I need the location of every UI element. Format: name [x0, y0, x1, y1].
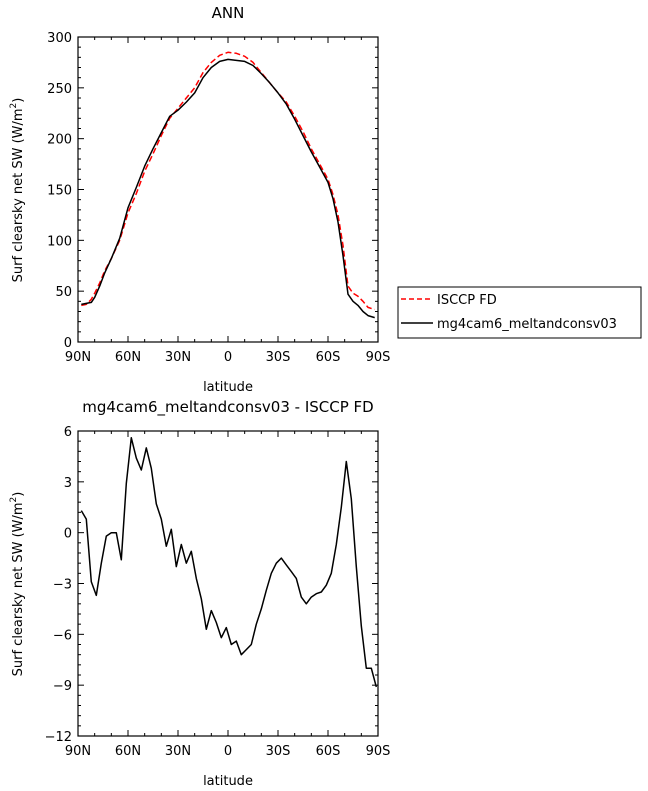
p1-xtick-label-3: 0	[224, 744, 232, 759]
p0-xtick-label-6: 90S	[366, 350, 391, 365]
panel-bottom-series-group	[80, 437, 378, 688]
panel-bottom-title: mg4cam6_meltandconsv03 - ISCCP FD	[82, 398, 373, 417]
panel-bottom-xlabel: latitude	[203, 774, 253, 789]
p0-ytick-label-0: 0	[64, 336, 72, 351]
p1-xtick-label-0: 90N	[65, 744, 91, 759]
panel-top-ticks: 90N 60N 30N 0 30S 60S 90S 0 50 100 150 200 250 300	[47, 31, 390, 365]
p1-ytick-label-0: −12	[45, 730, 72, 745]
p0-xtick-label-5: 60S	[316, 350, 341, 365]
p0-ytick-label-3: 150	[47, 184, 72, 199]
p1-ytick-label-4: 0	[64, 527, 72, 542]
p0-xtick-label-0: 90N	[65, 350, 91, 365]
panel-top-xlabel: latitude	[203, 380, 253, 395]
p1-ytick-label-5: 3	[64, 476, 72, 491]
panel-top-series-group	[81, 51, 375, 319]
legend-label-isccp: ISCCP FD	[437, 293, 497, 308]
panel-top-ylabel-close: )	[11, 98, 26, 103]
p1-xtick-label-2: 30N	[165, 744, 191, 759]
panel-bottom-frame	[77, 430, 379, 737]
panel-bottom-ylabel-main: Surf clearsky net SW (W/m	[11, 502, 26, 676]
p0-xtick-label-1: 60N	[115, 350, 141, 365]
p0-ytick-label-4: 200	[47, 133, 72, 148]
p1-ytick-label-1: −9	[53, 679, 72, 694]
p1-ytick-label-6: 6	[64, 425, 72, 440]
panel-top-ylabel: Surf clearsky net SW (W/m2)	[9, 98, 26, 283]
p0-ytick-label-2: 100	[47, 234, 72, 249]
p0-series-line-0	[81, 51, 375, 311]
p0-xtick-label-2: 30N	[165, 350, 191, 365]
panel-bottom-ylabel-sup: 2	[9, 497, 19, 503]
panel-top-frame	[77, 36, 379, 343]
p1-xtick-label-1: 60N	[115, 744, 141, 759]
p1-xtick-label-4: 30S	[266, 744, 291, 759]
panel-top-title: ANN	[212, 4, 245, 22]
p0-ytick-label-5: 250	[47, 82, 72, 97]
p1-xtick-label-6: 90S	[366, 744, 391, 759]
panel-bottom-ylabel: Surf clearsky net SW (W/m2)	[9, 492, 26, 677]
p1-series-line-0	[80, 437, 378, 688]
p0-xtick-label-3: 0	[224, 350, 232, 365]
panel-difference: mg4cam6_meltandconsv03 - ISCCP FD 90N 60N…	[9, 398, 390, 789]
panel-bottom-ylabel-close: )	[11, 492, 26, 497]
p0-ytick-label-6: 300	[47, 31, 72, 46]
p1-ytick-label-2: −6	[53, 628, 72, 643]
p0-xtick-label-4: 30S	[266, 350, 291, 365]
legend: ISCCP FD mg4cam6_meltandconsv03	[397, 286, 642, 339]
panel-top-ylabel-main: Surf clearsky net SW (W/m	[11, 108, 26, 282]
panel-annual-mean: ANN 90N 60N 30N 0 30S 60S 90S 0 50 100 150 200 250 30…	[9, 4, 390, 395]
p0-series-line-1	[81, 58, 375, 319]
p0-ytick-label-1: 50	[55, 285, 72, 300]
panel-top-ylabel-sup: 2	[9, 103, 19, 109]
p1-xtick-label-5: 60S	[316, 744, 341, 759]
p1-ytick-label-3: −3	[53, 578, 72, 593]
legend-box	[397, 286, 642, 339]
legend-label-model: mg4cam6_meltandconsv03	[437, 317, 617, 332]
